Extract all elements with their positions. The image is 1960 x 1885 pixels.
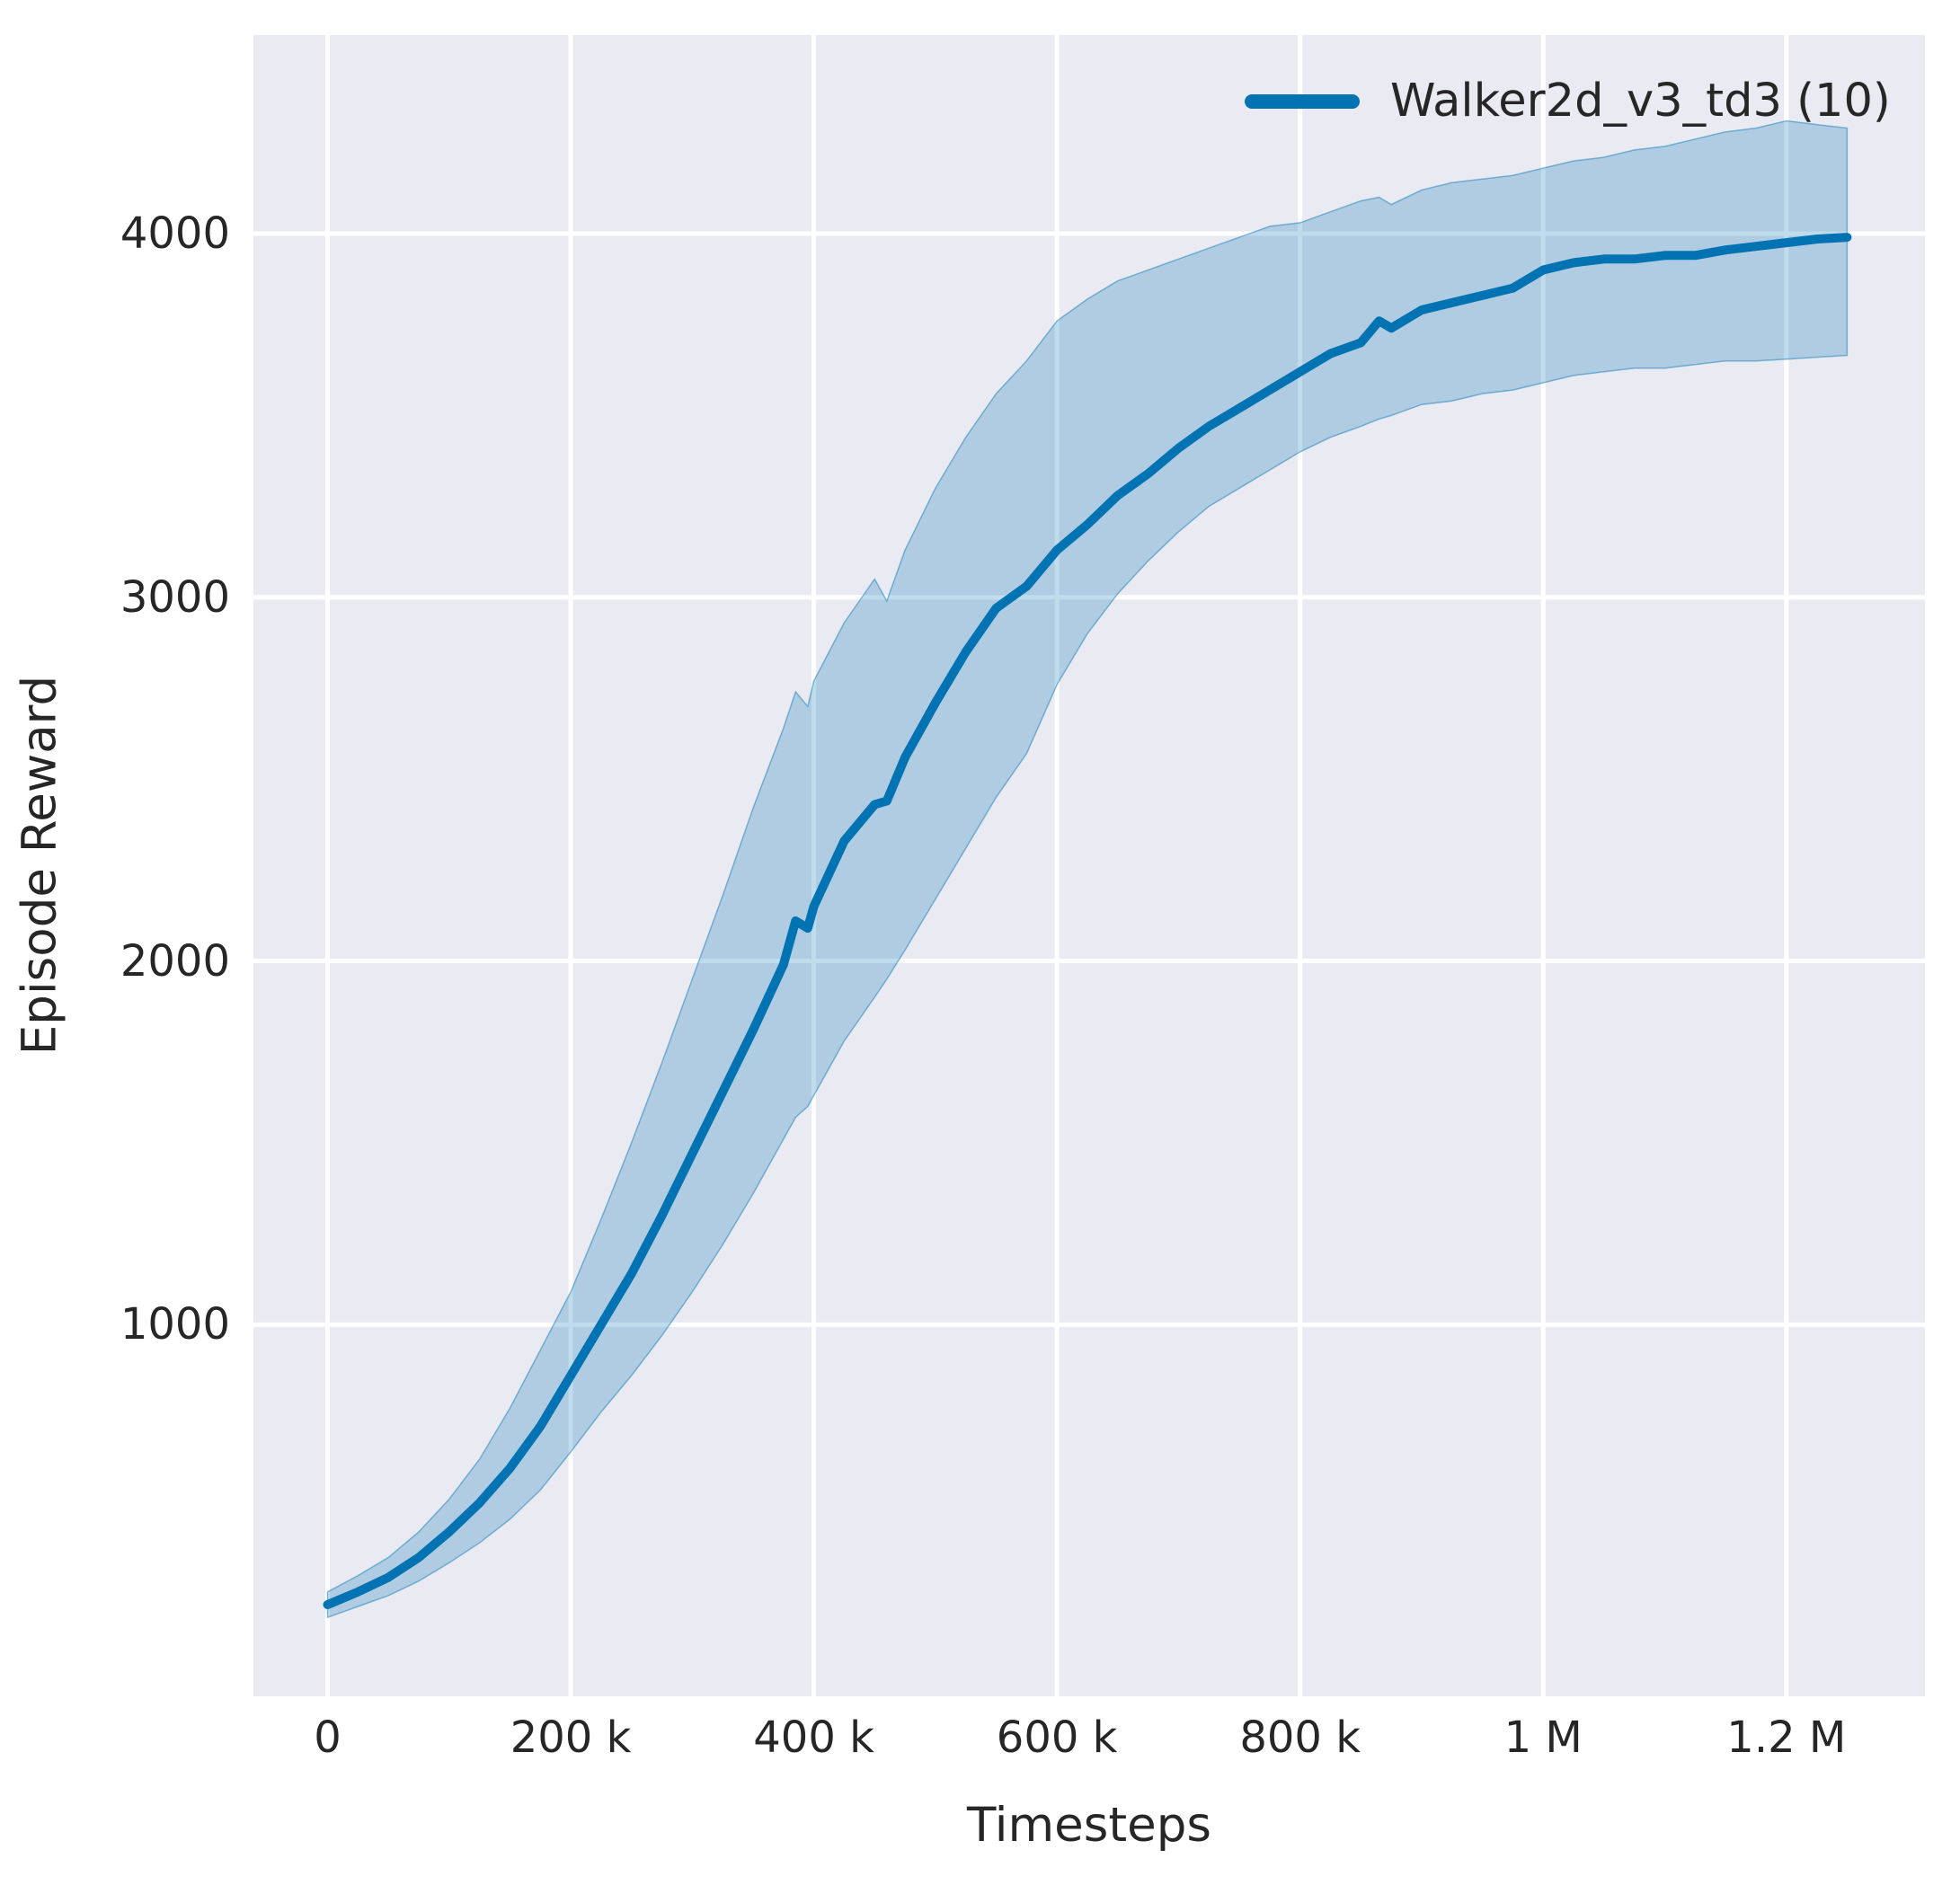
plot-background: [253, 35, 1925, 1696]
confidence-band: [326, 119, 1849, 1619]
x-tick-label: 0: [314, 1712, 341, 1763]
y-tick-label: 3000: [120, 571, 230, 623]
x-tick-label: 800 k: [1239, 1712, 1361, 1763]
legend-line-swatch: [1245, 93, 1360, 109]
x-tick-label: 200 k: [510, 1712, 632, 1763]
x-tick-label: 1.2 M: [1726, 1712, 1847, 1763]
y-axis-title: Episode Reward: [12, 675, 67, 1056]
y-tick-label: 1000: [120, 1299, 230, 1350]
legend: Walker2d_v3_td3 (10): [1245, 78, 1891, 124]
legend-entry-label: Walker2d_v3_td3 (10): [1390, 75, 1891, 128]
y-tick-label: 2000: [120, 935, 230, 987]
x-tick-label: 400 k: [753, 1712, 874, 1763]
mean-line: [323, 233, 1852, 1609]
x-tick-label: 600 k: [996, 1712, 1118, 1763]
x-tick-label: 1 M: [1503, 1712, 1583, 1763]
x-axis-title: Timesteps: [967, 1798, 1211, 1853]
y-tick-label: 4000: [120, 208, 230, 259]
